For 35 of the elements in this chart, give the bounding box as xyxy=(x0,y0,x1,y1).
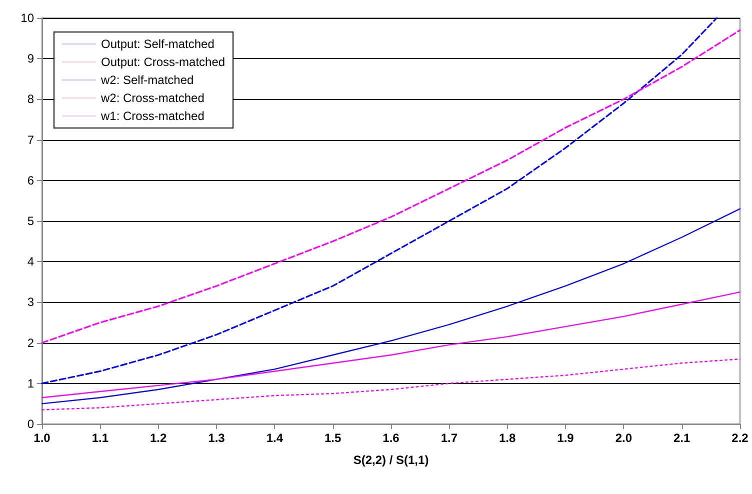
y-tick-label: 1 xyxy=(27,376,34,390)
legend-label: w2: Cross-matched xyxy=(100,91,204,105)
legend-label: Output: Cross-matched xyxy=(101,55,226,69)
y-tick-label: 9 xyxy=(27,52,34,66)
y-tick-label: 4 xyxy=(27,254,34,269)
x-tick-label: 1.9 xyxy=(557,431,574,445)
legend-label: Output: Self-matched xyxy=(101,37,214,51)
y-tick-label: 0 xyxy=(27,417,34,431)
legend-label: w1: Cross-matched xyxy=(100,109,204,123)
line-series xyxy=(41,29,741,344)
line-series xyxy=(41,358,741,410)
y-tick-label: 10 xyxy=(20,11,34,25)
y-tick-label: 3 xyxy=(27,295,34,310)
x-tick-label: 1.6 xyxy=(382,431,400,445)
x-tick-label: 1.5 xyxy=(324,431,342,445)
x-tick-label: 1.1 xyxy=(92,431,109,445)
x-tick-label: 1.4 xyxy=(266,431,284,445)
y-tick-label: 6 xyxy=(27,173,34,188)
line-series xyxy=(41,17,718,384)
y-tick-label: 2 xyxy=(27,336,34,350)
line-series xyxy=(41,291,741,398)
x-tick-label: 2.0 xyxy=(615,431,632,445)
y-tick-label: 8 xyxy=(27,92,34,106)
x-tick-label: 1.2 xyxy=(150,431,167,445)
x-tick-label: 1.7 xyxy=(440,431,458,445)
x-axis-title: S(2,2) / S(1,1) xyxy=(353,453,429,467)
line-series xyxy=(41,208,741,404)
y-tick-label: 5 xyxy=(27,214,34,228)
y-tick-label: 7 xyxy=(27,132,34,147)
x-tick-label: 1.8 xyxy=(498,431,516,445)
legend-label: w2: Self-matched xyxy=(100,73,194,87)
x-tick-label: 1.3 xyxy=(208,431,226,445)
x-tick-label: 1.0 xyxy=(34,431,51,445)
x-tick-label: 2.1 xyxy=(673,431,690,445)
x-tick-label: 2.2 xyxy=(732,431,749,445)
